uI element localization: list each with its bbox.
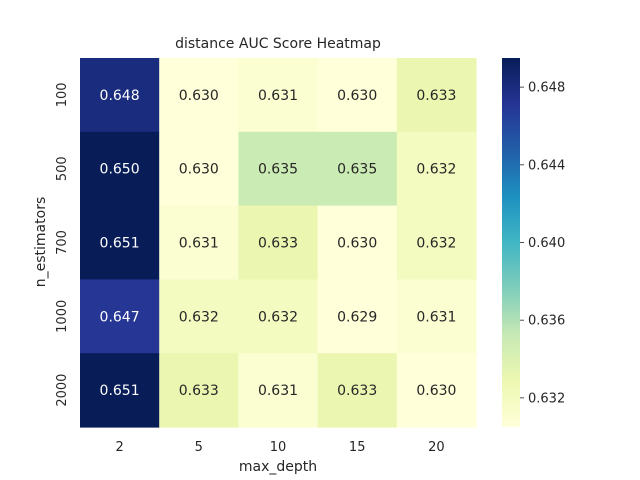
cell-value-label: 0.629 [337,309,377,325]
y-tick-label: 500 [55,156,70,181]
colorbar-tick-label: 0.640 [528,236,565,251]
cell-value-label: 0.630 [337,88,377,104]
x-tick-label: 20 [428,440,445,455]
colorbar-gradient [502,58,520,427]
y-tick-label: 100 [55,82,70,107]
heatmap-cell [159,353,239,428]
heatmap-cell [317,279,398,354]
heatmap-cell [396,205,477,280]
heatmap-cell [80,353,160,428]
heatmap-cell [80,205,160,280]
cell-value-label: 0.633 [258,236,298,252]
x-tick-label: 15 [349,440,366,455]
colorbar-tick-label: 0.648 [528,81,565,96]
heatmap-cells: 0.648 0.630 0.631 0.630 0.633 0.650 0.630 0.635… [80,58,477,428]
heatmap-cell [159,58,239,133]
cell-value-label: 0.630 [337,236,377,252]
heatmap-cell [238,58,319,133]
y-tick-label: 700 [55,230,70,255]
cell-value-label: 0.635 [337,162,377,178]
x-axis-ticks: 2 5 10 15 20 [115,440,444,455]
heatmap-cell [396,131,477,207]
colorbar-tick-label: 0.632 [528,391,565,406]
cell-value-label: 0.651 [100,383,140,399]
cell-value-label: 0.630 [179,162,219,178]
heatmap-cell [80,58,160,133]
chart-title: distance AUC Score Heatmap [175,36,381,52]
y-axis-label: n_estimators [33,197,49,287]
cell-value-label: 0.630 [179,88,219,104]
heatmap-cell [80,131,160,207]
cell-value-label: 0.633 [416,88,456,104]
cell-value-label: 0.632 [416,236,456,252]
heatmap-cell [317,205,398,280]
x-tick-label: 10 [270,440,287,455]
heatmap-cell [396,58,477,133]
x-axis-label: max_depth [239,459,317,475]
heatmap-cell [80,279,160,354]
cell-value-label: 0.633 [337,383,377,399]
heatmap-cell [317,131,398,207]
heatmap-cell [238,205,319,280]
y-axis-ticks: 100 500 700 1000 2000 [55,82,70,406]
heatmap-cell [317,58,398,133]
colorbar-ticks: 0.632 0.636 0.640 0.644 0.648 [520,81,565,406]
cell-value-label: 0.631 [416,309,456,325]
heatmap-cell [159,279,239,354]
y-tick-label: 2000 [55,374,70,407]
y-tick-label: 1000 [55,300,70,333]
cell-value-label: 0.648 [100,88,140,104]
colorbar-tick-label: 0.644 [528,158,565,173]
heatmap-cell [238,353,319,428]
cell-value-label: 0.631 [258,383,298,399]
heatmap-cell [238,279,319,354]
cell-value-label: 0.632 [258,309,298,325]
heatmap-cell [396,353,477,428]
colorbar: 0.632 0.636 0.640 0.644 0.648 [502,58,565,427]
cell-value-label: 0.635 [258,162,298,178]
cell-value-label: 0.632 [416,162,456,178]
colorbar-tick-label: 0.636 [528,314,565,329]
cell-value-label: 0.631 [258,88,298,104]
x-tick-label: 5 [195,440,203,455]
heatmap-cell [159,131,239,207]
cell-value-label: 0.632 [179,309,219,325]
cell-value-label: 0.631 [179,236,219,252]
cell-value-label: 0.647 [100,309,140,325]
x-tick-label: 2 [115,440,123,455]
cell-value-label: 0.651 [100,236,140,252]
heatmap-cell [317,353,398,428]
cell-value-label: 0.650 [100,162,140,178]
heatmap-cell [396,279,477,354]
cell-value-label: 0.630 [416,383,456,399]
cell-value-label: 0.633 [179,383,219,399]
heatmap-cell [159,205,239,280]
heatmap-cell [238,131,319,207]
